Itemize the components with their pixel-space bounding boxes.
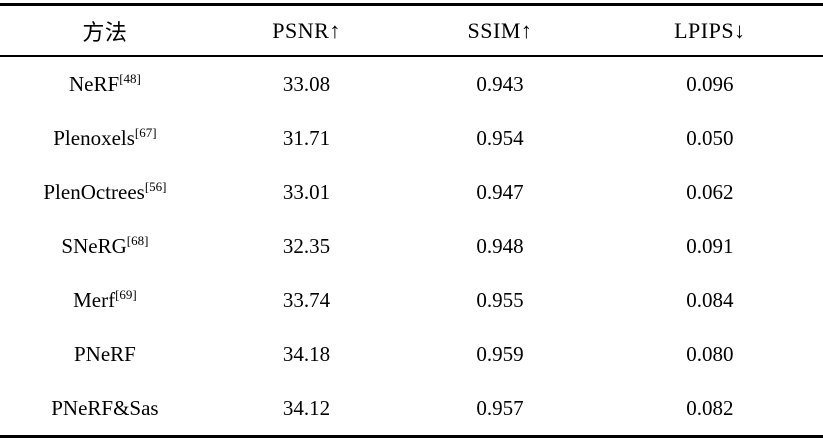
table-row: Merf[69] 33.74 0.955 0.084: [0, 273, 823, 327]
psnr-cell: 32.35: [282, 233, 331, 258]
method-name: NeRF: [69, 71, 120, 96]
ssim-cell: 0.959: [476, 341, 524, 366]
method-name: PNeRF&Sas: [51, 395, 159, 420]
method-cell: NeRF[48]: [0, 56, 210, 111]
method-cell: SNeRG[68]: [0, 219, 210, 273]
ssim-cell: 0.954: [476, 125, 524, 150]
table-row: PNeRF&Sas 34.12 0.957 0.082: [0, 381, 823, 437]
header-row: 方法 PSNR↑ SSIM↑ LPIPS↓: [0, 5, 823, 56]
citation-ref: [69]: [115, 286, 137, 302]
lpips-cell: 0.096: [686, 71, 734, 96]
ssim-cell: 0.948: [476, 233, 524, 258]
method-name: Merf: [73, 287, 116, 312]
method-cell: PlenOctrees[56]: [0, 165, 210, 219]
method-cell: PNeRF: [0, 327, 210, 381]
psnr-cell: 33.08: [282, 71, 331, 96]
psnr-cell: 34.18: [282, 341, 331, 366]
ssim-cell: 0.943: [476, 71, 524, 96]
psnr-cell: 34.12: [282, 395, 331, 420]
citation-ref: [48]: [119, 70, 141, 86]
lpips-cell: 0.082: [686, 395, 734, 420]
method-cell: Plenoxels[67]: [0, 111, 210, 165]
table-row: Plenoxels[67] 31.71 0.954 0.050: [0, 111, 823, 165]
table-row: NeRF[48] 33.08 0.943 0.096: [0, 56, 823, 111]
col-header-psnr: PSNR↑: [272, 17, 341, 43]
table-row: PlenOctrees[56] 33.01 0.947 0.062: [0, 165, 823, 219]
paper-table-page: 方法 PSNR↑ SSIM↑ LPIPS↓ NeRF[48] 33.08 0.9…: [0, 3, 823, 445]
lpips-cell: 0.062: [686, 179, 734, 204]
col-header-lpips: LPIPS↓: [674, 17, 746, 43]
col-header-method: 方法: [82, 19, 128, 45]
method-cell: Merf[69]: [0, 273, 210, 327]
psnr-cell: 33.01: [282, 179, 331, 204]
method-name: PlenOctrees: [43, 179, 145, 204]
lpips-cell: 0.050: [686, 125, 734, 150]
col-header-ssim: SSIM↑: [467, 17, 533, 43]
citation-ref: [67]: [134, 124, 157, 140]
lpips-cell: 0.084: [686, 287, 734, 312]
results-table: 方法 PSNR↑ SSIM↑ LPIPS↓ NeRF[48] 33.08 0.9…: [0, 3, 823, 438]
citation-ref: [68]: [126, 232, 149, 248]
method-name: SNeRG: [61, 233, 127, 258]
ssim-cell: 0.957: [476, 395, 524, 420]
table-row: PNeRF 34.18 0.959 0.080: [0, 327, 823, 381]
method-name: PNeRF: [74, 341, 136, 366]
psnr-cell: 33.74: [282, 287, 331, 312]
ssim-cell: 0.947: [476, 179, 524, 204]
lpips-cell: 0.091: [686, 233, 734, 258]
lpips-cell: 0.080: [686, 341, 734, 366]
method-cell: PNeRF&Sas: [0, 381, 210, 437]
psnr-cell: 31.71: [282, 125, 331, 150]
method-name: Plenoxels: [53, 125, 135, 150]
ssim-cell: 0.955: [476, 287, 524, 312]
table-row: SNeRG[68] 32.35 0.948 0.091: [0, 219, 823, 273]
citation-ref: [56]: [144, 178, 167, 194]
